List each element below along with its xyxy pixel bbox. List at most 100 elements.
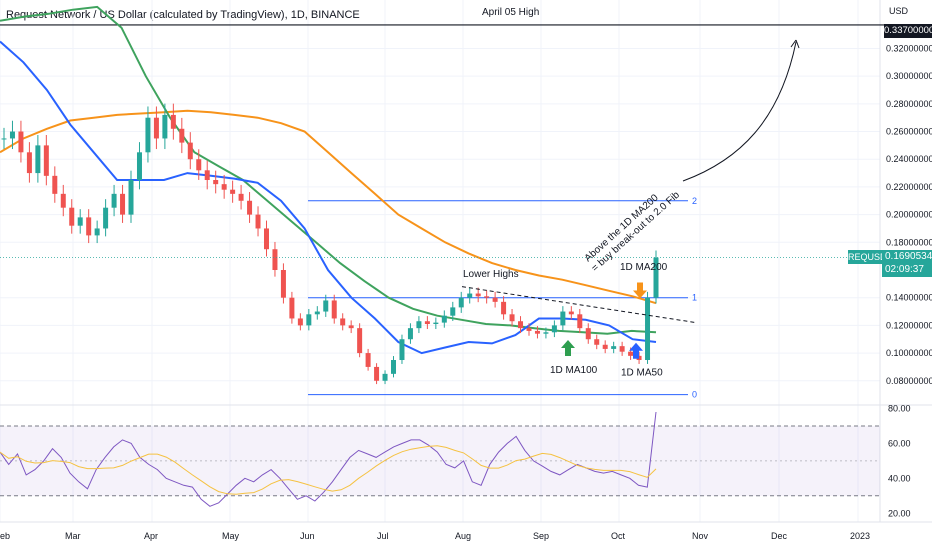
price-tick-label: 0.08000000 xyxy=(886,376,932,386)
candle-body xyxy=(289,297,295,319)
fib-level-label: 0 xyxy=(692,390,697,400)
candle-body xyxy=(297,318,303,326)
candle-body xyxy=(577,314,583,329)
candle-body xyxy=(441,315,447,323)
time-tick-label: Jul xyxy=(377,531,389,541)
candle-body xyxy=(145,117,151,153)
ma200-line xyxy=(0,109,657,305)
candle-body xyxy=(475,293,481,297)
candle-body xyxy=(636,355,642,360)
candle-body xyxy=(204,170,210,180)
candle-body xyxy=(331,300,337,319)
candle-body xyxy=(280,270,286,298)
candle-body xyxy=(543,332,549,334)
symbol-tag: REQUSD xyxy=(848,250,887,264)
candle-body xyxy=(247,200,253,215)
price-tick-label: 0.10000000 xyxy=(886,348,932,358)
price-tick-label: 0.20000000 xyxy=(886,210,932,220)
candle-body xyxy=(560,311,566,326)
candle-body xyxy=(391,360,397,374)
candle-body xyxy=(120,193,126,215)
candle-body xyxy=(77,217,83,226)
ma200-label: 1D MA200 xyxy=(620,262,668,273)
fib-level-label: 2 xyxy=(692,196,697,206)
current-price-value: 0.16905341 xyxy=(885,251,932,262)
candle-body xyxy=(458,297,464,308)
candle-body xyxy=(399,339,405,360)
candle-body xyxy=(467,293,473,298)
time-tick-label: May xyxy=(222,531,240,541)
ma50-line xyxy=(0,40,657,355)
candle-body xyxy=(551,325,557,333)
current-price-tag: 0.16905341 02:09:37 xyxy=(882,250,932,277)
rsi-tick-label: 60.00 xyxy=(888,438,911,448)
candle-body xyxy=(162,114,168,139)
projection-curve xyxy=(682,41,797,182)
ma100-line xyxy=(0,5,657,335)
candle-body xyxy=(424,321,430,324)
candle-body xyxy=(60,193,66,208)
price-tick-label: 0.18000000 xyxy=(886,237,932,247)
time-tick-label: Dec xyxy=(771,531,788,541)
candle-body xyxy=(213,180,219,185)
candle-body xyxy=(43,145,49,176)
candle-body xyxy=(179,128,185,143)
ma100-label: 1D MA100 xyxy=(550,365,598,376)
candle-body xyxy=(585,328,591,340)
candle-body xyxy=(69,207,75,226)
candle-body xyxy=(26,152,32,174)
candle-body xyxy=(128,180,134,215)
candle-body xyxy=(619,346,625,352)
price-tick-label: 0.28000000 xyxy=(886,99,932,109)
chart-title: Request Network / US Dollar (calculated … xyxy=(6,9,360,21)
candle-body xyxy=(382,373,388,381)
candle-body xyxy=(509,314,515,322)
april-high-price-tag: 0.33700000 xyxy=(884,24,932,38)
currency-label: USD xyxy=(889,6,909,16)
price-tick-label: 0.22000000 xyxy=(886,182,932,192)
time-tick-label: Aug xyxy=(455,531,471,541)
candle-body xyxy=(9,131,15,139)
ma100-arrow-icon xyxy=(561,340,575,356)
rsi-tick-label: 20.00 xyxy=(888,508,911,518)
candle-body xyxy=(187,142,193,160)
time-tick-label: Sep xyxy=(533,531,549,541)
candle-body xyxy=(196,159,202,171)
candle-body xyxy=(602,344,608,349)
candle-body xyxy=(484,296,490,298)
candle-body xyxy=(230,189,236,194)
candle-body xyxy=(407,328,413,340)
time-tick-label: Jun xyxy=(300,531,315,541)
time-tick-label: 2023 xyxy=(850,531,870,541)
candle-body xyxy=(357,328,363,354)
ma50-arrow-icon xyxy=(629,342,643,359)
april-high-label: April 05 High xyxy=(482,7,539,18)
projection-arrowhead-icon xyxy=(790,39,800,49)
price-tick-label: 0.26000000 xyxy=(886,127,932,137)
candle-body xyxy=(518,321,524,329)
lower-highs-label: Lower Highs xyxy=(463,269,519,280)
candle-body xyxy=(568,311,574,315)
candle-body xyxy=(86,217,92,236)
candle-body xyxy=(501,301,507,315)
ma50-label: 1D MA50 xyxy=(621,368,663,379)
candle-body xyxy=(18,131,24,153)
candle-body xyxy=(238,193,244,201)
candle-body xyxy=(103,207,109,229)
price-tick-label: 0.32000000 xyxy=(886,43,932,53)
candle-body xyxy=(170,114,176,129)
candle-body xyxy=(450,307,456,316)
candle-body xyxy=(221,184,227,190)
lower-highs-trendline xyxy=(461,286,697,324)
candle-body xyxy=(136,152,142,180)
rsi-tick-label: 40.00 xyxy=(888,473,911,483)
candle-body xyxy=(263,228,269,250)
rsi-tick-label: 80.00 xyxy=(888,403,911,413)
candle-body xyxy=(645,297,651,360)
candle-body xyxy=(323,300,329,312)
candle-body xyxy=(628,351,634,356)
candle-body xyxy=(348,325,354,329)
candle-body xyxy=(306,314,312,326)
candle-body xyxy=(433,322,439,324)
